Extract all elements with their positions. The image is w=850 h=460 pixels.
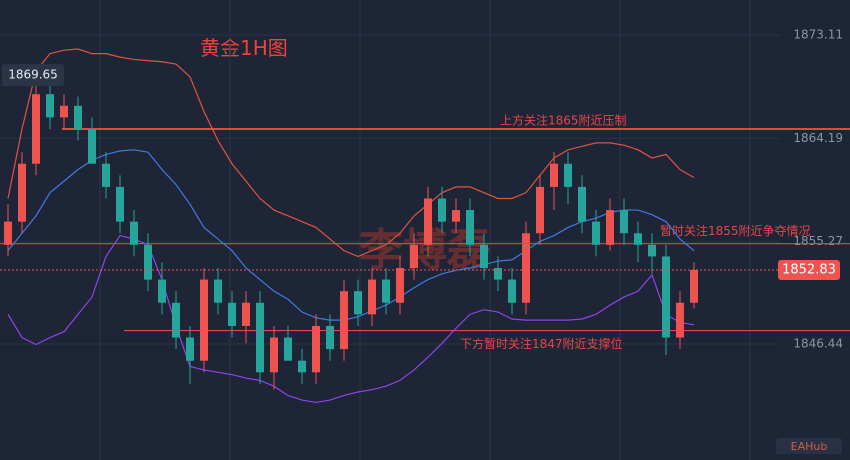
candle-body [214,279,222,303]
level-label: 下方暂时关注1847附近支撑位 [460,336,623,351]
candle-body [172,302,180,338]
logo-box [776,438,842,454]
candle-body [130,221,138,245]
candle-body [466,210,474,245]
candle-body [4,221,12,245]
candle-body [690,269,698,303]
candle-body [228,302,236,326]
candle-body [32,94,40,164]
candle-body [354,291,362,315]
candle-body [158,279,166,303]
y-tick-label: 1864.19 [793,131,843,145]
candle-body [592,221,600,245]
logo: EAHub [791,440,828,453]
candle-body [662,256,670,338]
candle-body [410,244,418,269]
candle-body [606,210,614,245]
candle-body [508,279,516,303]
candle-body [116,186,124,222]
candle-body [368,279,376,315]
candle-body [438,198,446,222]
candle-body [424,198,432,245]
candle-body [60,105,68,118]
band-line [7,234,695,404]
candle-body [284,337,292,361]
candle-body [550,163,558,187]
candle-body [144,244,152,280]
candle-body [200,279,208,361]
y-tick-label: 1873.11 [793,27,843,41]
candle-body [382,279,390,303]
candle-body [46,94,54,118]
candle-body [312,325,320,373]
candle-body [620,210,628,234]
candle-body [256,302,264,373]
candle-body [452,210,460,222]
level-label: 上方关注1865附近压制 [500,112,627,127]
candle-body [102,163,110,187]
candle-body [648,244,656,257]
candle-body [480,244,488,269]
candle-body [396,268,404,303]
level-label: 暂时关注1855附近争夺情况 [660,223,811,238]
current-price-tag [778,259,840,280]
candle-body [578,186,586,222]
candle-body [340,291,348,350]
high-tag [2,64,64,87]
candle-body [564,163,572,187]
y-tick-label: 1846.44 [793,337,843,351]
candle-body [242,302,250,326]
candle-body [676,302,684,338]
candle-body [326,325,334,350]
chart-title: 黄金1H图 [200,36,288,60]
candle-body [494,268,502,280]
high-label: 1869.65 [8,68,58,82]
current-price-label: 1852.83 [782,262,836,277]
candle-body [88,128,96,164]
candle-body [298,360,306,373]
candle-body [18,163,26,222]
candle-body [536,186,544,234]
candle-body [270,337,278,373]
y-tick-label: 1855.27 [793,234,843,248]
candle-body [522,233,530,303]
band-line [7,149,695,321]
candle-body [186,337,194,361]
band-line [7,48,695,258]
candle-body [74,105,82,129]
candle-body [634,233,642,245]
